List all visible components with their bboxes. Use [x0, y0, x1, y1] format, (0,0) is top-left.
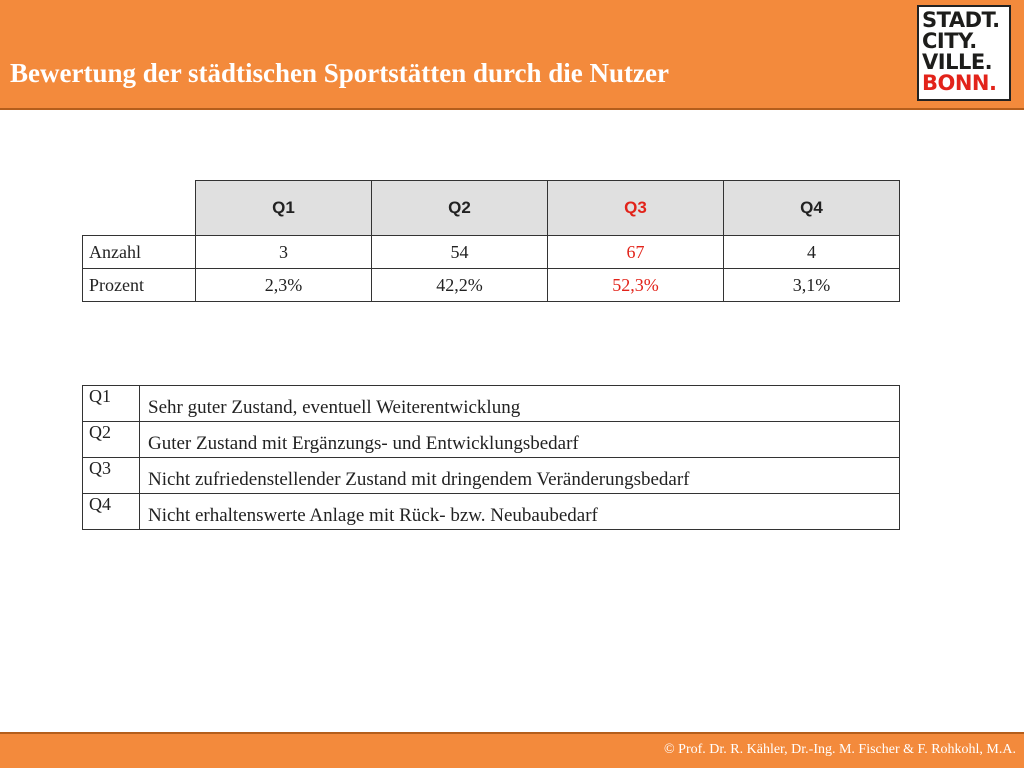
corner-cell: [83, 181, 196, 236]
slide-title: Bewertung der städtischen Sportstätten d…: [10, 58, 669, 88]
legend-row-q4: Q4 Nicht erhaltenswerte Anlage mit Rück-…: [82, 493, 900, 530]
column-header-q2: Q2: [371, 180, 548, 236]
row-label: Anzahl: [82, 235, 196, 269]
legend-code: Q2: [82, 421, 140, 458]
column-header-q4: Q4: [723, 180, 900, 236]
footer-copyright: © Prof. Dr. R. Kähler, Dr.-Ing. M. Fisch…: [664, 742, 1016, 757]
table-cell: 54: [371, 235, 548, 269]
legend-description: Nicht erhaltenswerte Anlage mit Rück- bz…: [139, 493, 900, 530]
legend-code: Q1: [82, 385, 140, 422]
table-cell: 42,2%: [371, 268, 548, 302]
legend-row-q1: Q1 Sehr guter Zustand, eventuell Weitere…: [82, 385, 900, 422]
column-header-q1: Q1: [195, 180, 372, 236]
legend-description: Sehr guter Zustand, eventuell Weiterentw…: [139, 385, 900, 422]
logo-line: VILLE.: [922, 50, 993, 74]
stadt-bonn-logo: STADT. CITY. VILLE. BONN.: [917, 5, 1011, 101]
results-header-row: Q1 Q2 Q3 Q4: [83, 180, 900, 236]
table-cell: 3,1%: [723, 268, 900, 302]
logo-line: CITY.: [922, 29, 977, 53]
legend-row-q2: Q2 Guter Zustand mit Ergänzungs- und Ent…: [82, 421, 900, 458]
legend-row-q3: Q3 Nicht zufriedenstellender Zustand mit…: [82, 457, 900, 494]
table-row-prozent: Prozent 2,3% 42,2% 52,3% 3,1%: [82, 268, 900, 302]
legend-description: Guter Zustand mit Ergänzungs- und Entwic…: [139, 421, 900, 458]
logo-line: STADT.: [922, 8, 1000, 32]
table-cell: 3: [195, 235, 372, 269]
table-cell: 2,3%: [195, 268, 372, 302]
legend-code: Q4: [82, 493, 140, 530]
footer-bar: © Prof. Dr. R. Kähler, Dr.-Ing. M. Fisch…: [0, 732, 1024, 768]
row-label: Prozent: [82, 268, 196, 302]
legend-description: Nicht zufriedenstellender Zustand mit dr…: [139, 457, 900, 494]
table-cell-highlighted: 52,3%: [547, 268, 724, 302]
logo-line: BONN.: [922, 71, 997, 95]
results-table: Q1 Q2 Q3 Q4 Anzahl 3 54 67 4 Prozent 2,3…: [82, 180, 900, 302]
table-cell-highlighted: 67: [547, 235, 724, 269]
legend-table: Q1 Sehr guter Zustand, eventuell Weitere…: [82, 385, 900, 530]
column-header-q3: Q3: [547, 180, 724, 236]
table-row-anzahl: Anzahl 3 54 67 4: [82, 235, 900, 269]
header-bar: Bewertung der städtischen Sportstätten d…: [0, 0, 1024, 110]
table-cell: 4: [723, 235, 900, 269]
legend-code: Q3: [82, 457, 140, 494]
